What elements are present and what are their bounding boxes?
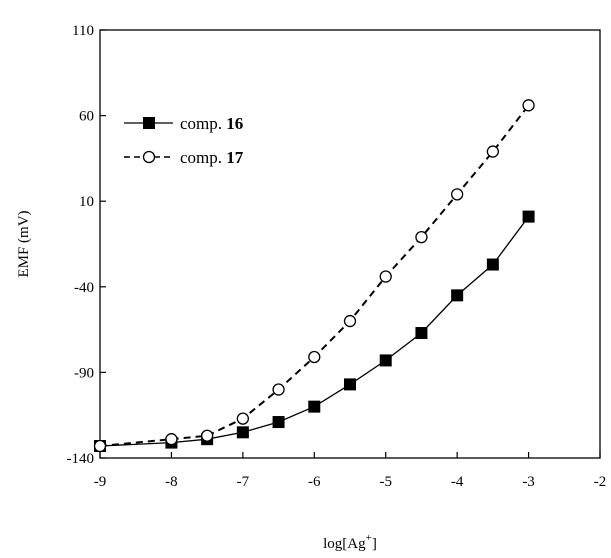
- x-tick-label: -3: [522, 474, 535, 490]
- legend-label-comp-16: comp. 16: [180, 114, 243, 133]
- series-0-point: [272, 416, 285, 429]
- x-axis-label-close: ]: [372, 536, 377, 552]
- series-1-point: [486, 145, 500, 158]
- series-0-point: [379, 354, 392, 367]
- series-1-point: [93, 439, 107, 453]
- series-0-point: [522, 210, 535, 223]
- x-tick-label: -8: [165, 474, 178, 490]
- legend-text-comp-16: comp.: [180, 114, 222, 133]
- series-0-point: [415, 327, 428, 340]
- legend-marker-open-circle: [142, 150, 156, 164]
- x-tick-label: -5: [379, 474, 392, 490]
- y-tick-label: 10: [79, 194, 94, 210]
- series-1-point: [379, 270, 392, 283]
- series-1-point: [450, 188, 464, 201]
- y-tick-label: 60: [79, 109, 94, 125]
- series-1-point: [308, 350, 321, 364]
- series-0-point: [236, 426, 249, 439]
- series-1-point: [343, 314, 357, 328]
- series-0-point: [486, 258, 499, 271]
- x-axis-label: log[Ag+]: [323, 532, 377, 552]
- x-tick-label: -9: [94, 474, 107, 490]
- series-1-point: [200, 429, 214, 442]
- x-tick-label: -2: [594, 474, 607, 490]
- series-0-point: [451, 289, 464, 302]
- series-1-point: [415, 231, 428, 244]
- legend: comp. 16 comp. 17: [124, 114, 244, 167]
- y-tick-label: -140: [67, 451, 95, 467]
- y-tick-label: -40: [74, 280, 94, 296]
- legend-label-comp-17: comp. 17: [180, 148, 244, 167]
- x-axis-label-sup: +: [366, 532, 372, 544]
- series-1-point: [522, 99, 535, 112]
- series-1-point: [165, 433, 178, 446]
- legend-text-comp-17: comp.: [180, 148, 222, 167]
- series-1-point: [272, 383, 285, 396]
- series-0-point: [308, 400, 321, 413]
- plot-frame: [99, 29, 601, 459]
- x-tick-label: -6: [308, 474, 321, 490]
- legend-num-comp-17: 17: [226, 148, 244, 167]
- series-0-point: [344, 378, 356, 391]
- legend-marker-filled-square: [143, 117, 155, 129]
- plot-series: [93, 99, 535, 453]
- legend-num-comp-16: 16: [226, 114, 243, 133]
- y-tick-label: 110: [72, 23, 94, 39]
- legend-item-comp-17: comp. 17: [124, 148, 244, 167]
- y-axis-label: EMF (mV): [16, 210, 32, 277]
- y-tick-label: -90: [74, 365, 94, 381]
- x-tick-label: -7: [237, 474, 250, 490]
- y-axis: 110 60 10 -40 -90 -140: [67, 23, 106, 467]
- series-1-point: [236, 412, 250, 425]
- x-tick-label: -4: [451, 474, 464, 490]
- x-axis-label-main: log[Ag: [323, 536, 366, 552]
- x-axis: -9 -8 -7 -6 -5 -4 -3 -2: [94, 452, 607, 490]
- legend-item-comp-16: comp. 16: [124, 114, 243, 133]
